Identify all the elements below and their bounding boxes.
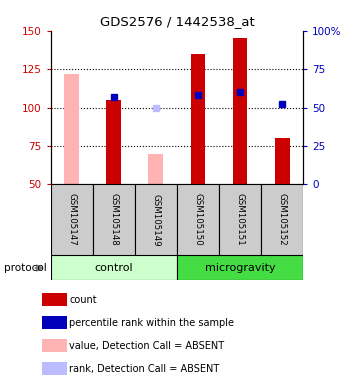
Bar (191, 54, 205, 184)
Text: GSM105151: GSM105151 (236, 194, 244, 246)
Text: GSM105148: GSM105148 (109, 194, 118, 246)
FancyBboxPatch shape (261, 184, 303, 255)
FancyBboxPatch shape (51, 184, 93, 255)
Bar (43, 362, 67, 375)
Text: microgravity: microgravity (205, 263, 275, 273)
Text: rank, Detection Call = ABSENT: rank, Detection Call = ABSENT (69, 364, 219, 374)
FancyBboxPatch shape (135, 184, 177, 255)
Text: value, Detection Call = ABSENT: value, Detection Call = ABSENT (69, 341, 225, 351)
Text: GSM105152: GSM105152 (278, 194, 287, 246)
Title: GDS2576 / 1442538_at: GDS2576 / 1442538_at (100, 15, 254, 28)
Bar (43, 316, 67, 329)
Text: GSM105149: GSM105149 (151, 194, 160, 246)
Text: GSM105147: GSM105147 (67, 194, 76, 246)
FancyBboxPatch shape (51, 255, 177, 280)
FancyBboxPatch shape (219, 184, 261, 255)
FancyBboxPatch shape (177, 255, 303, 280)
FancyBboxPatch shape (177, 184, 219, 255)
Text: count: count (69, 295, 97, 305)
Text: protocol: protocol (4, 263, 46, 273)
Text: control: control (95, 263, 133, 273)
Bar (43, 293, 67, 306)
Text: percentile rank within the sample: percentile rank within the sample (69, 318, 234, 328)
Text: GSM105150: GSM105150 (193, 194, 203, 246)
Bar (148, 154, 163, 184)
Bar (43, 339, 67, 352)
FancyBboxPatch shape (93, 184, 135, 255)
Bar (106, 100, 121, 184)
Bar (275, 138, 290, 184)
Bar (233, 38, 247, 184)
Bar (64, 74, 79, 184)
